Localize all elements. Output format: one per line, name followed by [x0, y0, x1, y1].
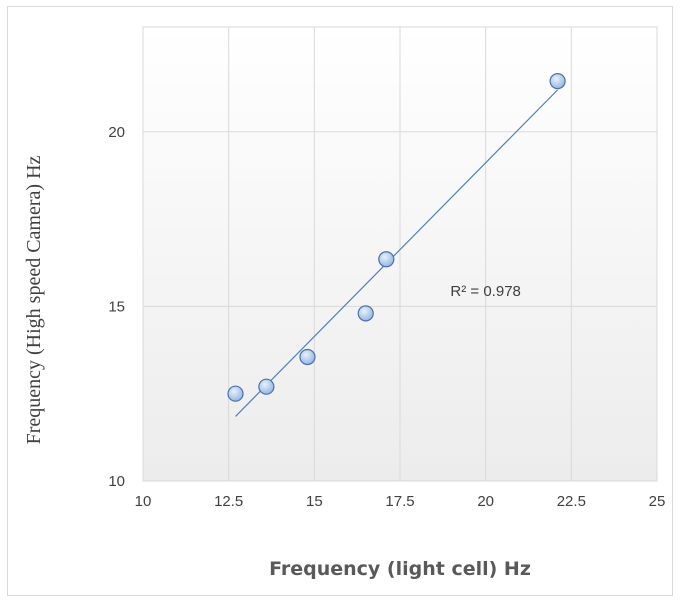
- x-tick-label: 22.5: [557, 493, 586, 510]
- data-point: [549, 73, 566, 90]
- data-point: [299, 348, 316, 366]
- y-tick-label: 15: [108, 298, 125, 315]
- x-tick-label: 10: [135, 493, 152, 510]
- x-tick-label: 17.5: [385, 493, 414, 510]
- y-tick-label: 20: [108, 124, 125, 141]
- x-tick-label: 20: [477, 493, 494, 510]
- data-points: [227, 73, 566, 402]
- data-point: [357, 305, 374, 322]
- y-tick-label: 10: [108, 473, 125, 490]
- y-axis-label: Frequency (High speed Camera) Hz: [23, 155, 45, 444]
- r-squared-annotation: R² = 0.978: [450, 283, 520, 300]
- grid-lines: [143, 27, 657, 481]
- data-point: [378, 251, 395, 268]
- data-point: [258, 378, 275, 395]
- trendline: [235, 89, 559, 417]
- tick-labels: 10 12.5 15 17.5 20 22.5 25 10 15 20: [108, 124, 665, 510]
- trendline-layer: [235, 89, 559, 417]
- x-tick-label: 15: [306, 493, 323, 510]
- x-tick-label: 25: [649, 493, 666, 510]
- x-axis-label: Frequency (light cell) Hz: [269, 558, 531, 580]
- x-tick-label: 12.5: [214, 493, 243, 510]
- data-point: [227, 385, 244, 402]
